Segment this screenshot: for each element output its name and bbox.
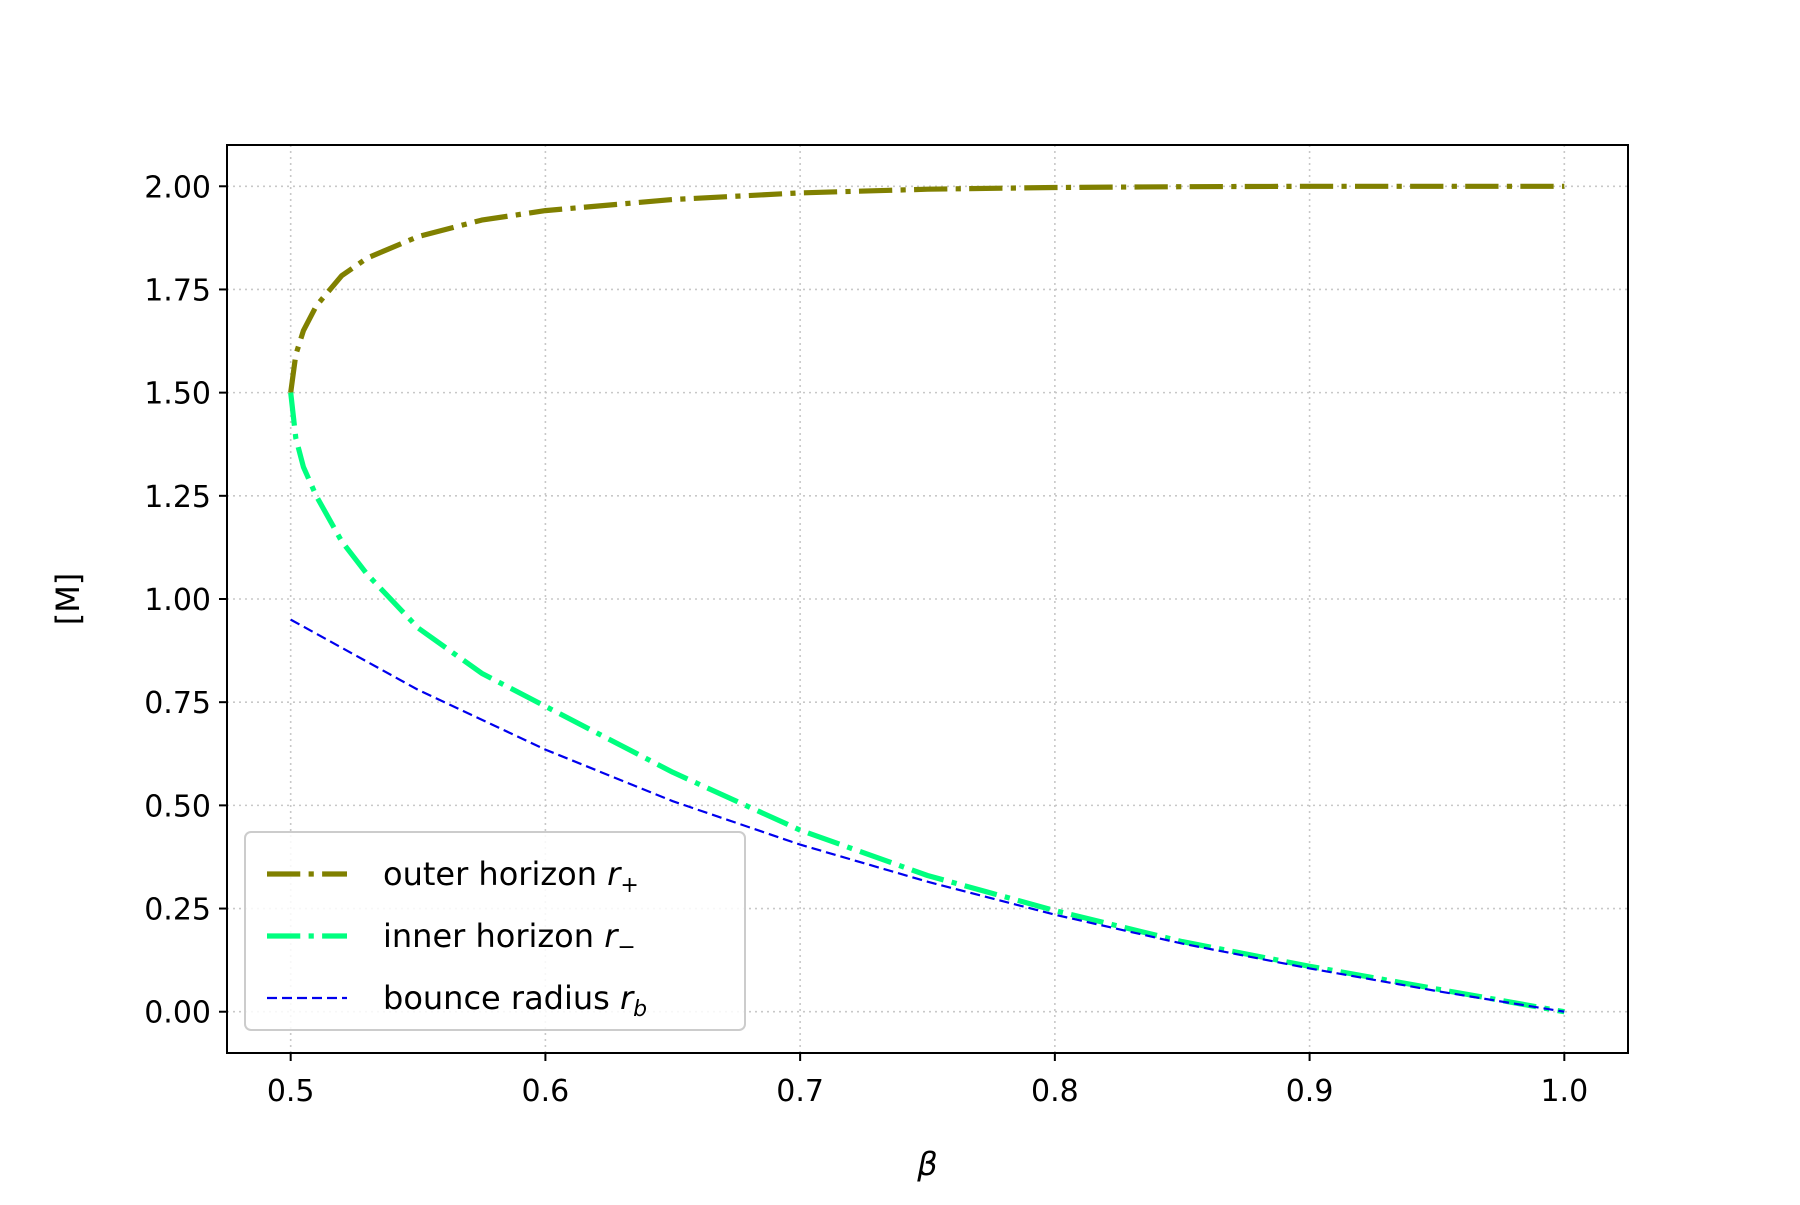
y-tick-label: 0.50 xyxy=(144,789,211,824)
x-tick-label: 0.9 xyxy=(1286,1074,1334,1109)
x-tick-label: 0.6 xyxy=(522,1074,570,1109)
y-tick-label: 0.25 xyxy=(144,893,211,928)
x-tick-label: 0.5 xyxy=(267,1074,315,1109)
y-tick-label: 1.00 xyxy=(144,583,211,618)
y-tick-label: 1.50 xyxy=(144,377,211,412)
x-axis-label: β xyxy=(916,1145,937,1183)
legend-label-0: outer horizon r+ xyxy=(383,855,639,898)
x-tick-label: 0.7 xyxy=(776,1074,824,1109)
y-tick-label: 1.75 xyxy=(144,273,211,308)
legend-label-2: bounce radius rb xyxy=(383,979,647,1022)
series-lines xyxy=(288,183,1565,1015)
series-line-0 xyxy=(288,183,1565,393)
x-tick-label: 1.0 xyxy=(1540,1074,1588,1109)
legend-label-1: inner horizon r− xyxy=(383,917,636,960)
y-tick-label: 1.25 xyxy=(144,480,211,515)
x-tick-label: 0.8 xyxy=(1031,1074,1079,1109)
y-tick-label: 2.00 xyxy=(144,170,211,205)
legend: outer horizon r+ inner horizon r− bounce r… xyxy=(244,831,746,1031)
series-line-2 xyxy=(290,618,1565,1013)
ticks: 0.5 0.6 0.7 0.8 0.9 1.0 0.00 0.25 0.50 0.75 1.00 1.… xyxy=(144,170,1588,1109)
y-tick-label: 0.75 xyxy=(144,686,211,721)
y-tick-label: 0.00 xyxy=(144,996,211,1031)
y-axis-label: [M] xyxy=(49,573,87,626)
legend-box xyxy=(244,831,746,1031)
